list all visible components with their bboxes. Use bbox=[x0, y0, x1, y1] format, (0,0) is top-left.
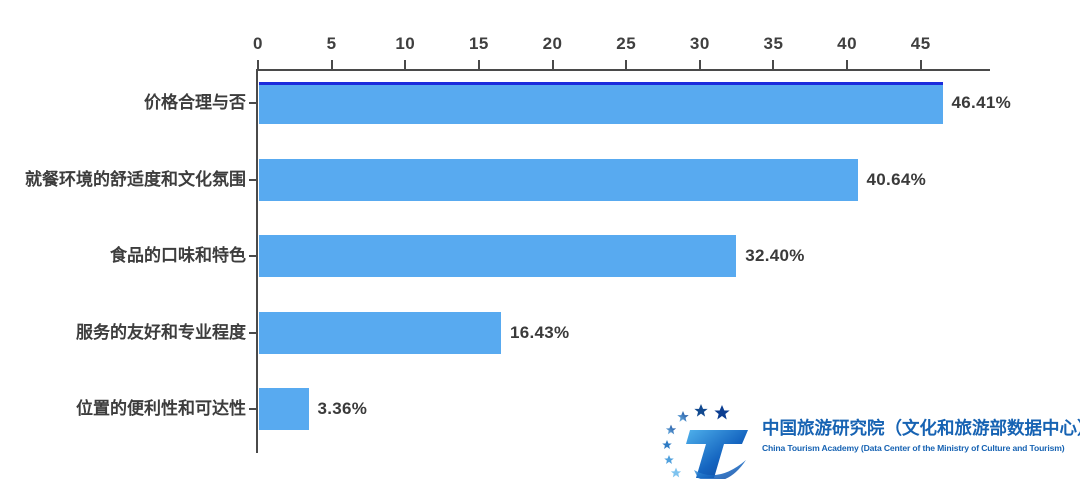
x-axis-tick-mark bbox=[257, 60, 259, 69]
x-axis-tick-mark bbox=[772, 60, 775, 69]
x-axis-tick-label: 30 bbox=[689, 34, 710, 53]
x-axis-tick-label: 20 bbox=[542, 34, 563, 53]
bar bbox=[259, 235, 737, 277]
x-axis-tick-mark bbox=[330, 60, 333, 69]
logo-name-cn: 中国旅游研究院（文化和旅游部数据中心） bbox=[762, 418, 1080, 438]
x-axis-line bbox=[258, 69, 990, 71]
x-axis-tick-label: 10 bbox=[395, 34, 416, 53]
t-mark bbox=[686, 430, 748, 479]
value-label: 40.64% bbox=[866, 170, 927, 189]
category-label: 位置的便利性和可达性 bbox=[76, 399, 246, 418]
x-axis-tick-mark bbox=[919, 60, 922, 69]
value-label: 46.41% bbox=[951, 93, 1011, 112]
category-label: 价格合理与否 bbox=[144, 93, 246, 112]
y-axis-tick-mark bbox=[249, 102, 256, 104]
y-axis-line bbox=[256, 69, 258, 453]
x-axis-tick-mark bbox=[846, 60, 849, 69]
value-label: 32.40% bbox=[745, 246, 805, 265]
category-label: 就餐环境的舒适度和文化氛围 bbox=[25, 170, 246, 189]
x-axis-tick-label: 35 bbox=[763, 34, 784, 53]
x-axis-ticks: 0 5 10 15 20 25 30 35 40 45 bbox=[253, 0, 990, 70]
logo-text-block: 中国旅游研究院（文化和旅游部数据中心） China Tourism Academ… bbox=[762, 416, 1080, 454]
stars-and-t-emblem-icon bbox=[662, 404, 748, 479]
bar bbox=[259, 312, 501, 354]
x-axis-tick-mark bbox=[698, 60, 701, 69]
value-label: 3.36% bbox=[317, 399, 368, 418]
x-axis-tick-mark bbox=[404, 60, 407, 69]
x-axis-tick-label: 25 bbox=[616, 34, 637, 53]
y-axis-tick-mark bbox=[249, 408, 256, 410]
bar bbox=[259, 388, 309, 430]
x-axis-tick-label: 40 bbox=[837, 34, 858, 53]
x-axis-tick-label: 15 bbox=[468, 34, 489, 53]
x-axis-tick-label: 45 bbox=[910, 34, 931, 53]
y-axis-tick-mark bbox=[249, 179, 256, 181]
x-axis-tick-mark bbox=[477, 60, 480, 69]
bar bbox=[259, 159, 858, 201]
y-axis-tick-mark bbox=[249, 332, 256, 334]
category-label: 服务的友好和专业程度 bbox=[76, 323, 246, 342]
category-label: 食品的口味和特色 bbox=[110, 246, 246, 265]
bar bbox=[259, 82, 943, 124]
x-axis-tick-label: 0 bbox=[253, 34, 263, 53]
china-tourism-academy-logo: 中国旅游研究院（文化和旅游部数据中心） China Tourism Academ… bbox=[660, 404, 1080, 479]
x-axis-tick-label: 5 bbox=[326, 34, 337, 53]
y-axis-tick-mark bbox=[249, 255, 256, 257]
value-label: 16.43% bbox=[509, 323, 570, 342]
x-axis-tick-mark bbox=[551, 60, 554, 69]
x-axis-tick-mark bbox=[625, 60, 628, 69]
logo-name-en: China Tourism Academy (Data Center of th… bbox=[762, 443, 1065, 453]
